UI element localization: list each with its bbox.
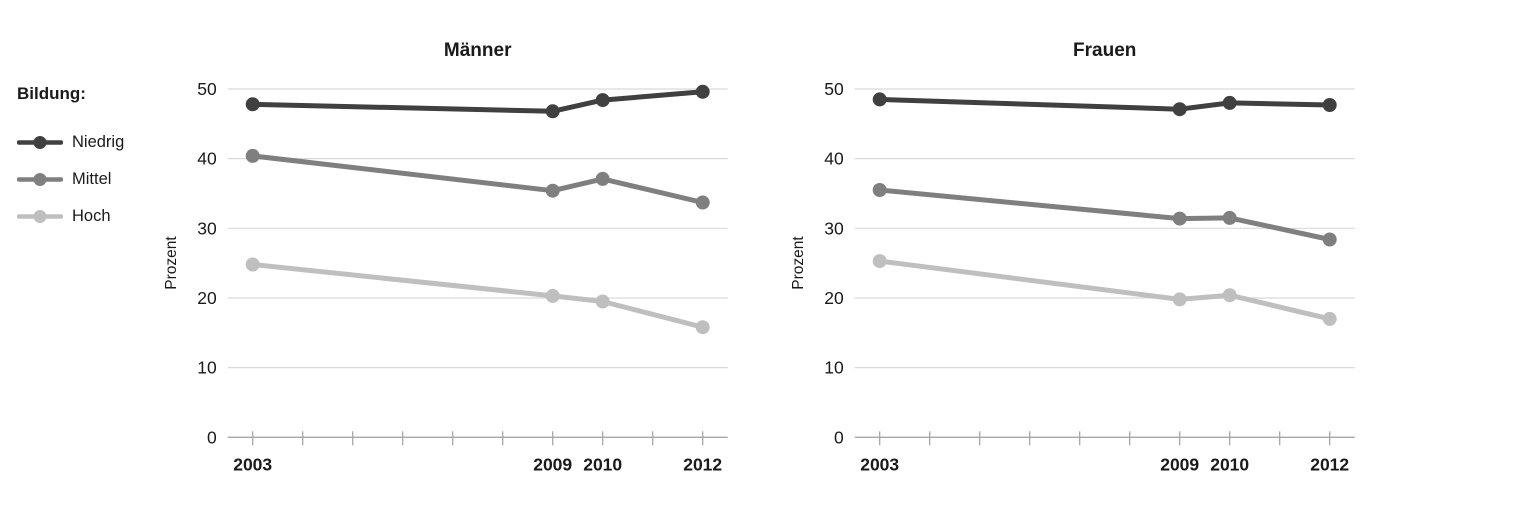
chart-title: Frauen (1073, 40, 1136, 61)
y-axis-label: Prozent (163, 236, 180, 290)
data-point-niedrig (545, 104, 560, 119)
series-line-niedrig (877, 96, 1333, 112)
data-point-mittel (872, 183, 887, 197)
line-marker-icon (17, 136, 63, 149)
y-tick-label: 0 (207, 427, 217, 447)
y-tick-label: 0 (834, 427, 844, 447)
data-point-niedrig (1322, 98, 1337, 112)
legend: Bildung: Niedrig Mittel Hoch (17, 84, 157, 235)
series-line-hoch (877, 258, 1333, 322)
data-point-niedrig (695, 84, 710, 99)
data-point-hoch (872, 254, 887, 269)
data-point-niedrig (595, 93, 610, 108)
x-tick-label: 2012 (1310, 454, 1349, 474)
chart-frauen: Frauen Prozent 0 10 20 30 40 50 2003 2009 2010 20… (790, 20, 1370, 490)
data-point-mittel (1172, 211, 1187, 226)
legend-item-label: Hoch (72, 207, 111, 225)
chart-title: Männer (444, 40, 512, 61)
y-tick-label: 50 (197, 79, 217, 99)
series-line-mittel (250, 153, 706, 205)
legend-item-label: Mittel (72, 170, 112, 188)
series-line-niedrig (250, 89, 706, 114)
legend-title: Bildung: (17, 84, 86, 103)
data-point-mittel (545, 183, 560, 198)
line-marker-icon (17, 210, 63, 223)
data-point-mittel (1222, 210, 1237, 225)
y-tick-label: 40 (197, 149, 217, 169)
data-point-niedrig (1172, 102, 1187, 117)
y-tick-label: 10 (197, 358, 217, 378)
data-point-mittel (595, 171, 610, 186)
data-point-mittel (695, 195, 710, 210)
x-tick-label: 2009 (533, 454, 572, 474)
data-point-niedrig (872, 92, 887, 107)
data-point-hoch (595, 294, 610, 309)
series-line-hoch (250, 262, 706, 330)
legend-item-niedrig: Niedrig (17, 124, 157, 161)
x-tick-label: 2012 (683, 454, 722, 474)
data-point-niedrig (245, 97, 260, 112)
data-point-hoch (695, 320, 710, 335)
x-tick-label: 2003 (233, 454, 272, 474)
data-point-mittel (1322, 232, 1337, 247)
x-tick-label: 2003 (860, 454, 899, 474)
line-marker-icon (17, 173, 63, 186)
y-tick-label: 30 (824, 218, 844, 238)
chart-maenner: Männer Prozent 0 10 20 30 40 50 2003 2009 2010 20… (163, 20, 743, 490)
x-tick-label: 2009 (1160, 454, 1199, 474)
y-tick-label: 30 (197, 218, 217, 238)
data-point-mittel (245, 148, 260, 163)
legend-item-mittel: Mittel (17, 161, 157, 198)
y-tick-label: 20 (824, 288, 844, 308)
y-tick-label: 20 (197, 288, 217, 308)
data-point-hoch (1222, 288, 1237, 303)
data-point-hoch (1322, 311, 1337, 326)
data-point-hoch (1172, 292, 1187, 307)
x-tick-label: 2010 (583, 454, 622, 474)
y-tick-label: 10 (824, 358, 844, 378)
y-axis-label: Prozent (790, 236, 807, 290)
data-point-niedrig (1222, 95, 1237, 110)
chart-maenner-plot: Männer Prozent 0 10 20 30 40 50 2003 2009 2010 20… (163, 40, 728, 474)
legend-item-hoch: Hoch (17, 198, 157, 235)
data-point-hoch (245, 257, 260, 272)
chart-frauen-plot: Frauen Prozent 0 10 20 30 40 50 2003 2009 2010 20… (790, 40, 1355, 474)
x-tick-label: 2010 (1210, 454, 1249, 474)
y-tick-label: 40 (824, 149, 844, 169)
y-tick-label: 50 (824, 79, 844, 99)
data-point-hoch (545, 288, 560, 303)
legend-item-label: Niedrig (72, 133, 125, 151)
series-line-mittel (877, 187, 1333, 242)
